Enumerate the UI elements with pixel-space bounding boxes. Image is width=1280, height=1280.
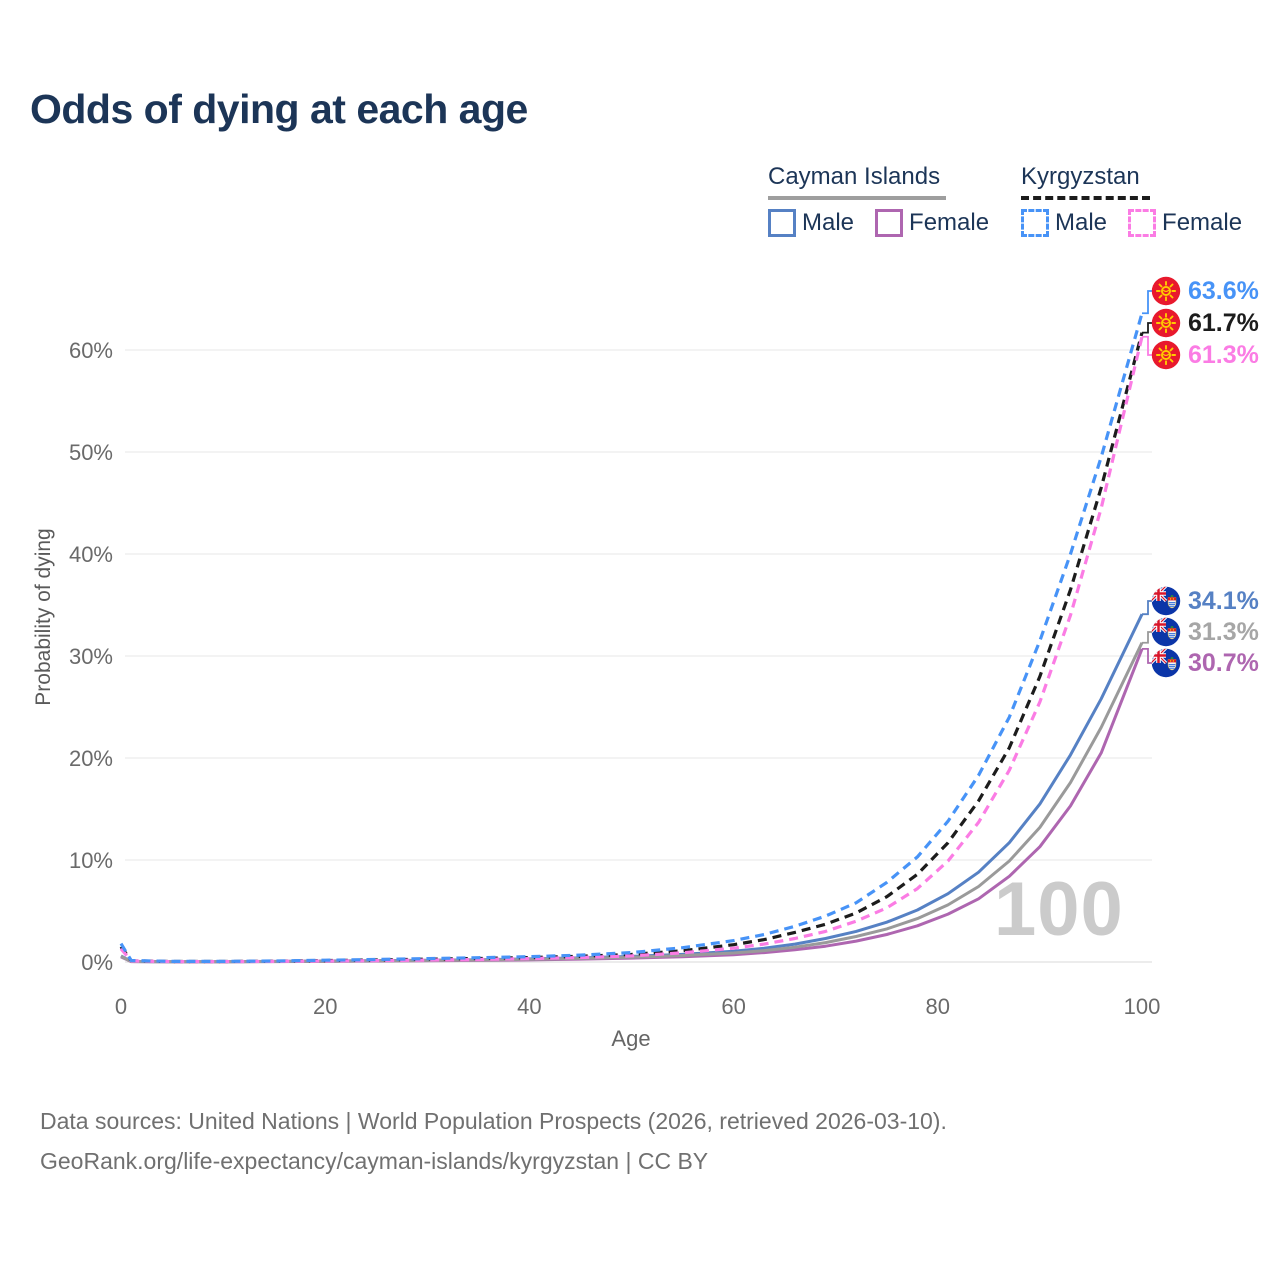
legend-item-cayman-male[interactable]: Male — [768, 209, 854, 237]
legend-item-cayman-female[interactable]: Female — [875, 209, 989, 237]
end-value-label-cayman-islands-male: 34.1% — [1151, 586, 1259, 616]
x-tick-label: 20 — [313, 994, 337, 1019]
y-tick-label: 30% — [69, 644, 113, 669]
end-value-label-cayman-islands-female: 30.7% — [1151, 648, 1259, 678]
y-tick-label: 60% — [69, 338, 113, 363]
end-label-connector — [1142, 290, 1152, 315]
legend-item-kyrgyzstan-male[interactable]: Male — [1021, 209, 1107, 237]
legend-item-label: Female — [1162, 209, 1243, 236]
data-sources-note: Data sources: United Nations | World Pop… — [40, 1108, 947, 1134]
end-value-text: 31.3% — [1188, 617, 1259, 646]
legend-header-cayman-islands[interactable]: Cayman Islands — [768, 163, 989, 200]
x-tick-label: 60 — [721, 994, 745, 1019]
cayman-both-line-swatch — [768, 196, 946, 200]
x-tick-label: 100 — [1124, 994, 1161, 1019]
kyrgyzstan-both-line-swatch — [1021, 196, 1150, 200]
kyrgyzstan-female-swatch-icon — [1128, 209, 1157, 237]
legend-group-cayman-islands: Cayman Islands Male Female — [768, 163, 989, 237]
series-line-cayman-islands-female — [120, 648, 1144, 964]
end-value-label-kyrgyzstan-male: 63.6% — [1151, 276, 1259, 306]
end-value-text: 63.6% — [1188, 276, 1259, 305]
y-tick-label: 40% — [69, 542, 113, 567]
y-tick-label: 50% — [69, 440, 113, 465]
end-label-connector — [1142, 322, 1152, 334]
kyrgyzstan-flag-icon — [1151, 340, 1181, 370]
series-line-kyrgyzstan-female — [119, 336, 1144, 964]
series-line-kyrgyzstan-male — [119, 312, 1144, 963]
end-value-text: 30.7% — [1188, 648, 1259, 677]
kyrgyzstan-male-swatch-icon — [1021, 209, 1049, 237]
end-value-text: 61.3% — [1188, 340, 1259, 369]
kyrgyzstan-flag-icon — [1151, 276, 1181, 306]
legend-item-label: Female — [909, 209, 990, 236]
legend-item-label: Male — [1055, 209, 1108, 236]
end-value-label-kyrgyzstan-female: 61.3% — [1151, 340, 1259, 370]
cayman-islands-flag-icon — [1151, 586, 1181, 616]
legend-group-kyrgyzstan: Kyrgyzstan Male Female — [1021, 163, 1242, 237]
x-tick-label: 40 — [517, 994, 541, 1019]
cayman-male-swatch-icon — [768, 209, 796, 237]
kyrgyzstan-flag-icon — [1151, 308, 1181, 338]
cayman-female-swatch-icon — [875, 209, 904, 237]
end-value-label-cayman-islands-both: 31.3% — [1151, 617, 1259, 647]
series-line-cayman-islands-male — [120, 613, 1144, 964]
legend-item-kyrgyzstan-female[interactable]: Female — [1128, 209, 1242, 237]
series-line-cayman-islands-both — [120, 642, 1144, 964]
y-tick-label: 0% — [81, 950, 113, 975]
attribution-link[interactable]: GeoRank.org/life-expectancy/cayman-islan… — [40, 1148, 709, 1174]
end-label-connector — [1142, 600, 1152, 616]
age-counter-watermark: 100 — [994, 867, 1124, 952]
x-axis-title: Age — [611, 1026, 651, 1051]
end-label-connector — [1142, 631, 1152, 644]
y-tick-label: 20% — [69, 746, 113, 771]
chart-title: Odds of dying at each age — [30, 86, 528, 132]
series-line-kyrgyzstan-both — [119, 332, 1144, 964]
cayman-islands-flag-icon — [1151, 617, 1181, 647]
end-value-text: 61.7% — [1188, 308, 1259, 337]
legend-group-label: Cayman Islands — [768, 163, 941, 190]
x-tick-label: 80 — [926, 994, 950, 1019]
end-label-connector — [1142, 647, 1152, 664]
legend-group-label: Kyrgyzstan — [1021, 163, 1140, 190]
y-axis-title: Probability of dying — [32, 528, 55, 706]
legend-header-kyrgyzstan[interactable]: Kyrgyzstan — [1021, 163, 1242, 200]
x-tick-label: 0 — [115, 994, 127, 1019]
y-tick-label: 10% — [69, 848, 113, 873]
legend-item-label: Male — [802, 209, 855, 236]
cayman-islands-flag-icon — [1151, 648, 1181, 678]
end-label-connector — [1142, 335, 1152, 356]
end-value-text: 34.1% — [1188, 586, 1259, 615]
end-value-label-kyrgyzstan-both: 61.7% — [1151, 308, 1259, 338]
